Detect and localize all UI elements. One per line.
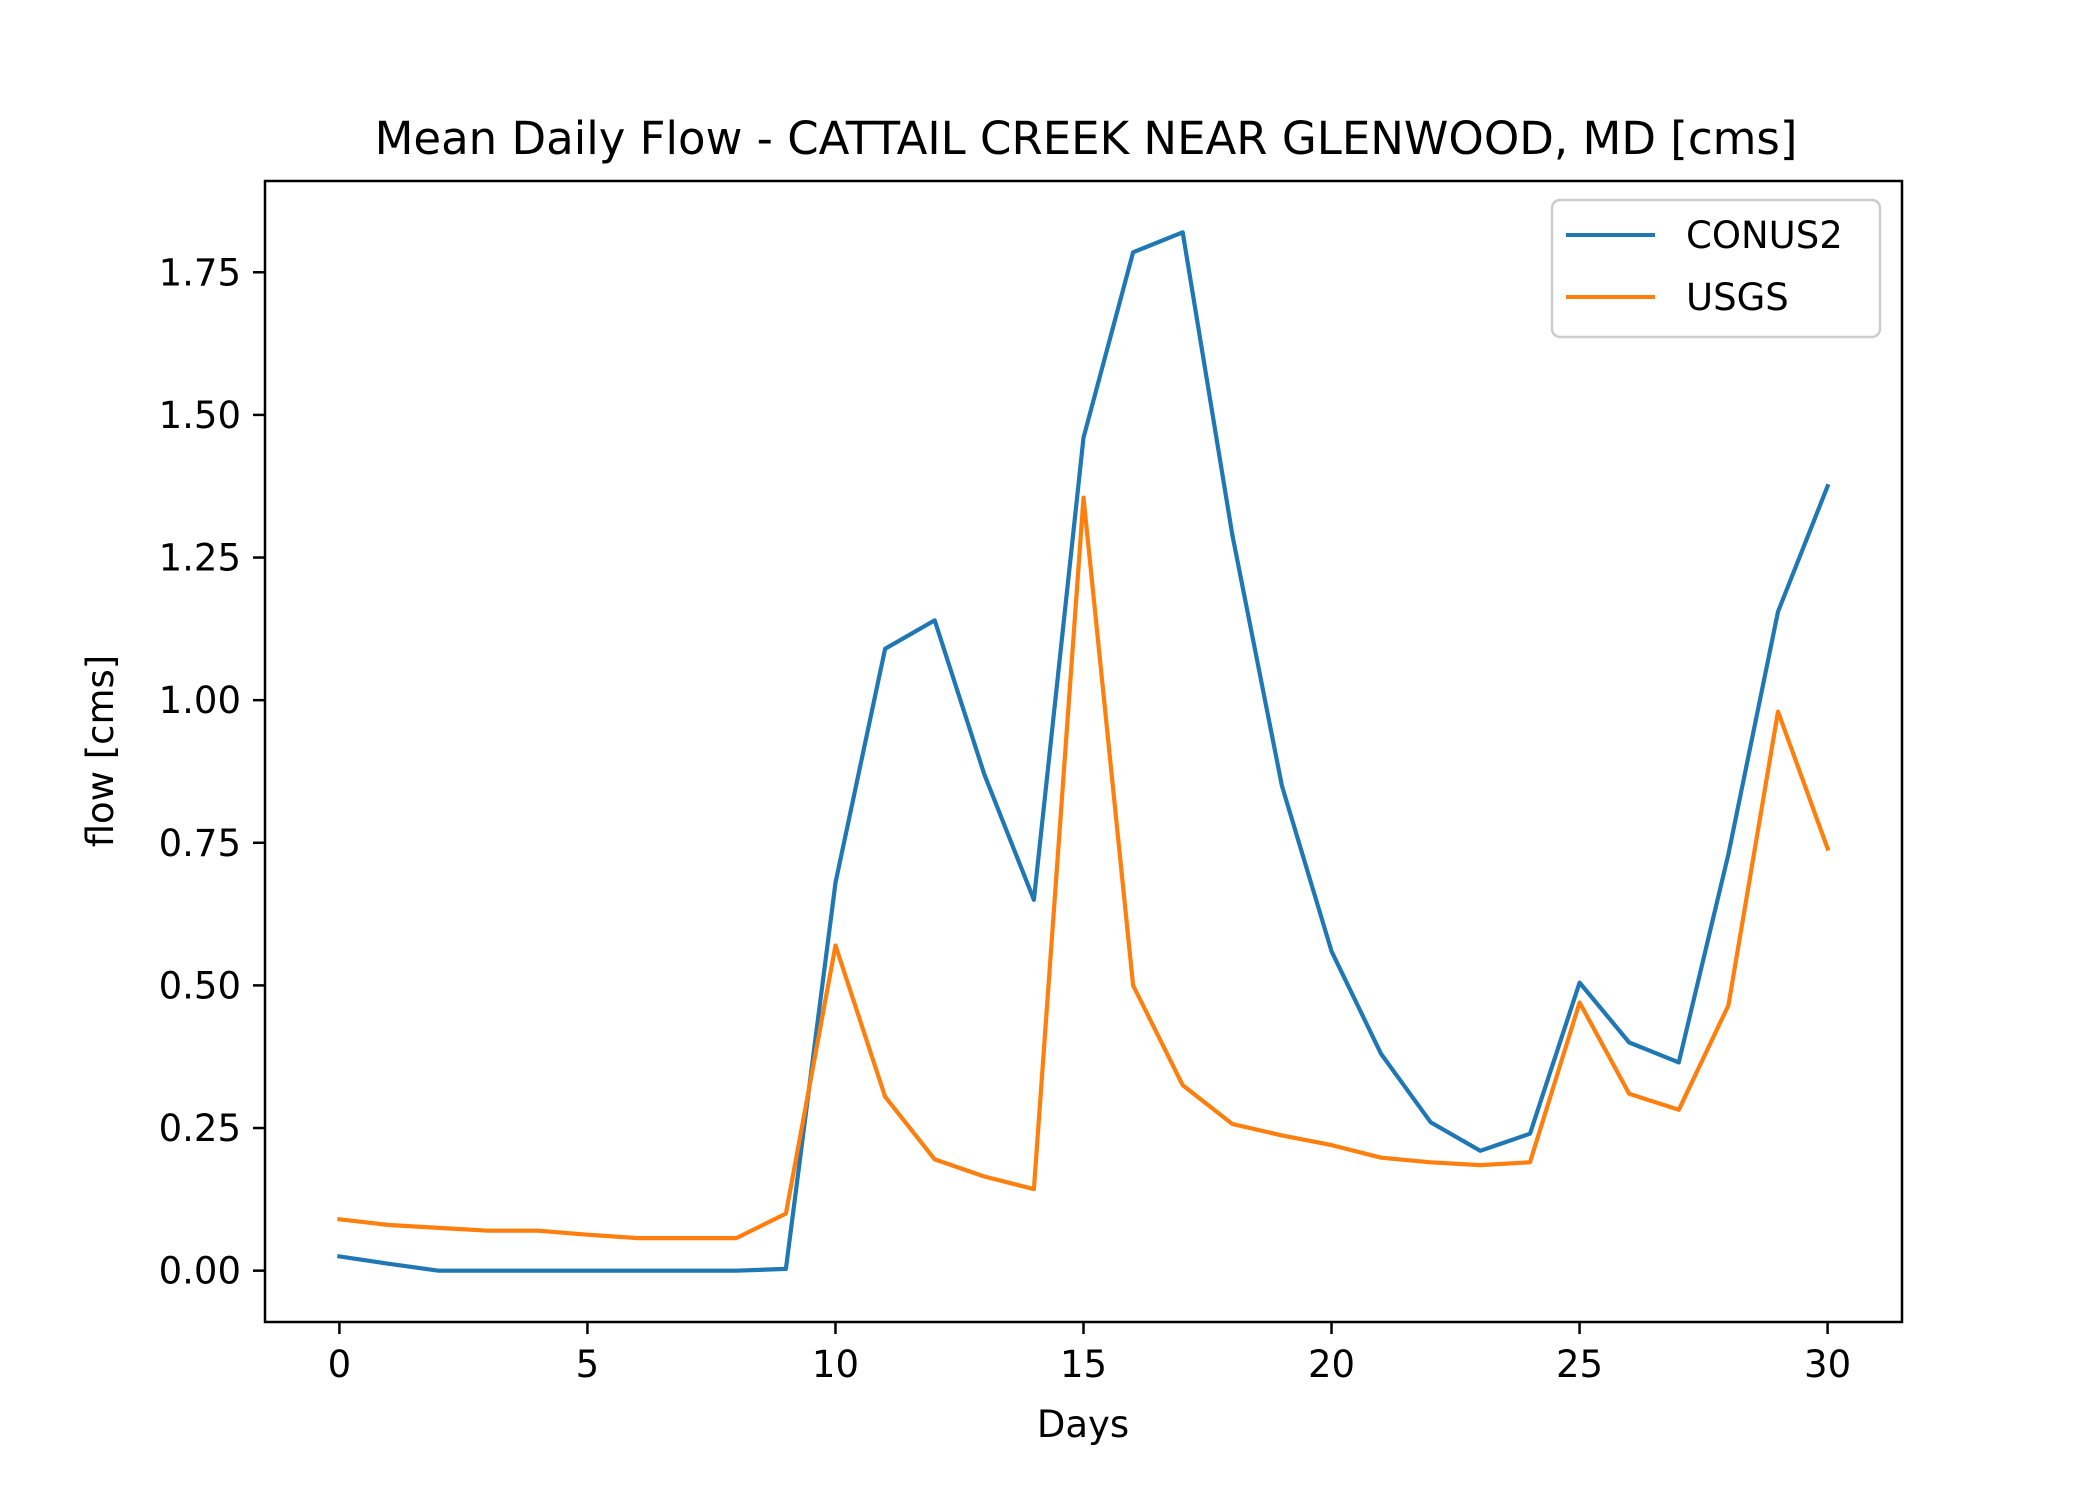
y-axis-label: flow [cms] <box>79 655 122 848</box>
plot-area <box>337 230 1831 1273</box>
y-tick-label: 1.50 <box>159 394 241 437</box>
series-line-usgs <box>337 495 1831 1241</box>
x-tick-label: 5 <box>576 1343 600 1386</box>
y-tick-label: 0.75 <box>159 822 241 865</box>
y-tick-label: 0.25 <box>159 1107 241 1150</box>
x-tick-label: 30 <box>1804 1343 1851 1386</box>
x-tick-label: 25 <box>1556 1343 1603 1386</box>
legend-label-conus2: CONUS2 <box>1686 214 1843 257</box>
x-axis-label: Days <box>1037 1403 1129 1446</box>
legend: CONUS2 USGS <box>1550 198 1882 339</box>
axis-ticks: 0 5 10 15 20 25 30 0.00 0.25 0.50 0.75 1.00 1.25 1.50… <box>159 251 1852 1386</box>
y-tick-label: 1.00 <box>159 679 241 722</box>
x-tick-label: 20 <box>1308 1343 1355 1386</box>
y-tick-label: 1.75 <box>159 251 241 294</box>
y-tick-label: 0.50 <box>159 964 241 1007</box>
x-tick-label: 0 <box>328 1343 352 1386</box>
x-tick-label: 10 <box>812 1343 859 1386</box>
y-tick-label: 0.00 <box>159 1250 241 1293</box>
y-tick-label: 1.25 <box>159 537 241 580</box>
chart-title: Mean Daily Flow - CATTAIL CREEK NEAR GLE… <box>375 112 1798 165</box>
x-tick-label: 15 <box>1060 1343 1107 1386</box>
legend-label-usgs: USGS <box>1686 276 1789 319</box>
series-line-conus2 <box>337 230 1831 1273</box>
